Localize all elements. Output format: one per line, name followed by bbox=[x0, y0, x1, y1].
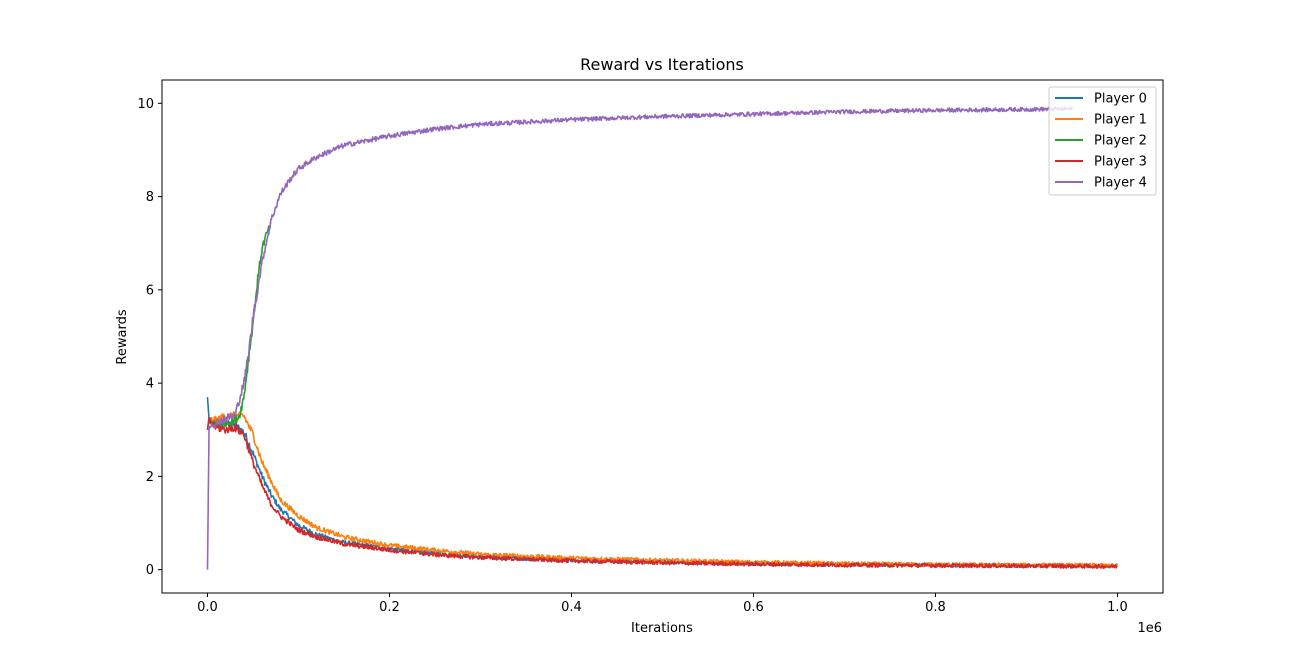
chart-title: Reward vs Iterations bbox=[580, 55, 744, 74]
y-tick-label: 8 bbox=[146, 190, 154, 205]
series-line-player-4 bbox=[206, 106, 1073, 570]
y-tick-label: 10 bbox=[137, 97, 154, 112]
x-tick-label: 0.6 bbox=[743, 600, 764, 615]
legend-label: Player 0 bbox=[1094, 92, 1147, 107]
x-axis-ticks: 0.0 0.2 0.4 0.6 0.8 1.0 bbox=[197, 593, 1128, 615]
x-tick-label: 0.4 bbox=[561, 600, 582, 615]
y-axis-label: Rewards bbox=[115, 309, 130, 364]
x-tick-label: 0.8 bbox=[925, 600, 946, 615]
y-tick-label: 0 bbox=[146, 563, 154, 578]
series-line-player-1 bbox=[206, 410, 1119, 568]
legend-label: Player 4 bbox=[1094, 176, 1147, 191]
legend-box bbox=[1048, 86, 1157, 196]
x-tick-label: 0.2 bbox=[379, 600, 400, 615]
legend-label: Player 3 bbox=[1094, 155, 1147, 170]
plot-area bbox=[161, 79, 1164, 594]
legend-label: Player 1 bbox=[1094, 113, 1147, 128]
y-axis-ticks: 0 2 4 6 8 10 bbox=[137, 97, 162, 578]
x-axis-label: Iterations bbox=[631, 621, 693, 636]
legend-label: Player 2 bbox=[1094, 134, 1147, 149]
x-tick-label: 0.0 bbox=[197, 600, 218, 615]
series-layer bbox=[206, 106, 1119, 570]
y-tick-label: 2 bbox=[146, 470, 154, 485]
y-tick-label: 6 bbox=[146, 283, 154, 298]
series-line-player-3 bbox=[206, 417, 1118, 569]
y-tick-label: 4 bbox=[146, 377, 154, 392]
x-axis-offset-label: 1e6 bbox=[1137, 621, 1162, 636]
legend: Player 0 Player 1 Player 2 Player 3 Player 4 bbox=[1048, 86, 1157, 196]
x-tick-label: 1.0 bbox=[1107, 600, 1128, 615]
